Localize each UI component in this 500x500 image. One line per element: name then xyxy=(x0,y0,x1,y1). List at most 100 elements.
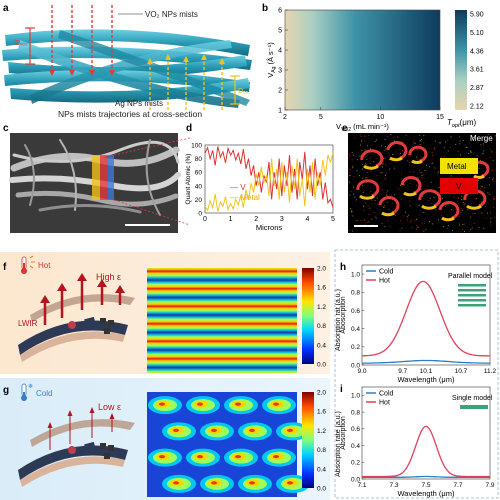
eds-noise-dot xyxy=(401,227,403,229)
eds-noise-dot xyxy=(382,163,384,164)
eds-noise-dot xyxy=(492,197,494,199)
eds-noise-dot xyxy=(485,217,487,219)
eds-noise-dot xyxy=(416,184,418,186)
chart-d: 0 1 2 3 4 5 0 20 40 60 80 100 Microns Quant Atomic (%… xyxy=(185,143,335,233)
eds-noise-dot xyxy=(448,204,450,206)
eds-fiber-rings xyxy=(356,141,490,222)
x-tick-label-h: 10.7 xyxy=(455,368,468,375)
eds-noise-dot xyxy=(359,175,360,176)
eds-noise-dot xyxy=(478,167,480,169)
eds-noise-dot xyxy=(438,187,440,188)
eds-noise-dot xyxy=(440,157,442,159)
eds-noise-dot xyxy=(351,209,353,211)
x-tick-label-h: 10.1 xyxy=(420,368,433,375)
eds-noise-dot xyxy=(420,189,422,190)
eds-noise-dot xyxy=(384,146,386,147)
parallel-model-label: Parallel model xyxy=(448,273,493,280)
eds-noise-dot xyxy=(446,228,448,230)
eds-noise-dot xyxy=(350,191,352,192)
colorbar-b-title: Topt(μm) xyxy=(447,118,476,129)
panel-i: i 7.1 7.3 7.5 7.7 7.9 0.0 0.2 0.4 0.6 0.8 1.0 Wavel… xyxy=(340,384,495,498)
colorbar-tick: 1.2 xyxy=(317,428,326,435)
legend-metal: — Metal xyxy=(230,193,260,202)
eds-noise-dot xyxy=(366,177,368,179)
eds-noise-dot xyxy=(483,150,485,152)
colorbar-tick: 1.6 xyxy=(317,285,326,292)
colorbar-tick: 1.6 xyxy=(317,409,326,416)
cold-label: Cold xyxy=(36,389,52,398)
eds-noise-dot xyxy=(489,184,490,186)
eds-noise-dot xyxy=(387,135,389,137)
y-tick-label-h: 0.4 xyxy=(351,326,360,333)
eds-noise-dot xyxy=(470,151,472,153)
eds-noise-dot xyxy=(423,141,425,143)
eds-noise-dot xyxy=(353,193,354,195)
eds-noise-dot xyxy=(419,170,420,172)
y-tick-label-b: 2 xyxy=(278,88,282,95)
eds-noise-dot xyxy=(373,212,375,213)
series-line-cold xyxy=(362,475,490,478)
eds-noise-dot xyxy=(384,177,386,179)
legend-v: — V xyxy=(230,183,246,192)
eds-noise-dot xyxy=(423,174,425,176)
eds-noise-dot xyxy=(470,228,471,230)
y-tick-label-b: 1 xyxy=(278,108,282,115)
eds-noise-dot xyxy=(385,192,387,193)
y-tick-label-i: 0.2 xyxy=(351,460,360,467)
x-axis-label-d: Microns xyxy=(256,223,283,232)
blob-core xyxy=(273,455,279,459)
eds-noise-dot xyxy=(391,203,393,204)
eds-noise-dot xyxy=(394,140,395,142)
x-tick-label-d: 3 xyxy=(280,216,284,223)
eds-noise-dot xyxy=(383,158,385,159)
blob-core xyxy=(159,455,165,459)
chart-h: 9.0 9.7 10.1 10.7 11.2 0.0 0.2 0.4 0.6 0.8 1.0 Wave… xyxy=(340,264,496,384)
eds-noise-dot xyxy=(415,228,417,230)
eds-noise-dot xyxy=(370,191,372,192)
eds-noise-dot xyxy=(365,163,367,165)
colorbar-b-tick: 5.10 xyxy=(470,30,484,37)
eds-noise-dot xyxy=(490,217,492,219)
x-axis-label-b: VVO2 (mL min⁻¹) xyxy=(336,122,389,133)
eds-noise-dot xyxy=(354,196,356,198)
eds-noise-dot xyxy=(366,222,368,223)
eds-noise-dot xyxy=(421,139,422,140)
x-tick-label-d: 4 xyxy=(305,216,309,223)
eds-noise-dot xyxy=(419,140,421,142)
eds-noise-dot xyxy=(421,177,423,179)
eds-noise-dot xyxy=(385,148,387,150)
eds-noise-dot xyxy=(409,182,411,184)
eds-noise-dot xyxy=(394,194,396,196)
eds-noise-dot xyxy=(351,151,353,153)
series-line-cold xyxy=(362,359,490,364)
eds-noise-dot xyxy=(471,227,473,229)
colorbar-tick: 2.0 xyxy=(317,266,326,273)
eds-noise-dot xyxy=(422,212,424,214)
hot-emission-arrows xyxy=(40,273,125,325)
panel-letter-h: h xyxy=(340,262,346,273)
colorbar-tick: 0.0 xyxy=(317,486,326,493)
plot-area-h xyxy=(361,264,491,366)
eds-noise-dot xyxy=(384,175,386,176)
eds-noise-dot xyxy=(484,171,486,173)
eds-noise-dot xyxy=(413,220,415,222)
eds-noise-dot xyxy=(435,140,436,142)
plot-area-i xyxy=(361,386,491,480)
eds-noise-dot xyxy=(349,181,350,183)
eds-noise-dot xyxy=(406,216,408,218)
eds-noise-dot xyxy=(483,143,485,145)
eds-noise-dot xyxy=(489,177,491,179)
eds-noise-dot xyxy=(385,157,387,159)
eds-noise-dot xyxy=(380,172,382,174)
eds-noise-dot xyxy=(417,177,419,179)
eds-noise-dot xyxy=(491,170,493,171)
y-tick-label-d: 80 xyxy=(195,156,203,163)
eds-noise-dot xyxy=(363,210,365,212)
eds-noise-dot xyxy=(388,209,390,210)
eds-noise-dot xyxy=(363,224,365,226)
eds-noise-dot xyxy=(354,137,356,139)
eds-noise-dot xyxy=(409,171,411,173)
x-tick-label-i: 7.7 xyxy=(453,482,462,489)
eds-noise-dot xyxy=(461,196,463,198)
eds-noise-dot xyxy=(362,177,364,179)
